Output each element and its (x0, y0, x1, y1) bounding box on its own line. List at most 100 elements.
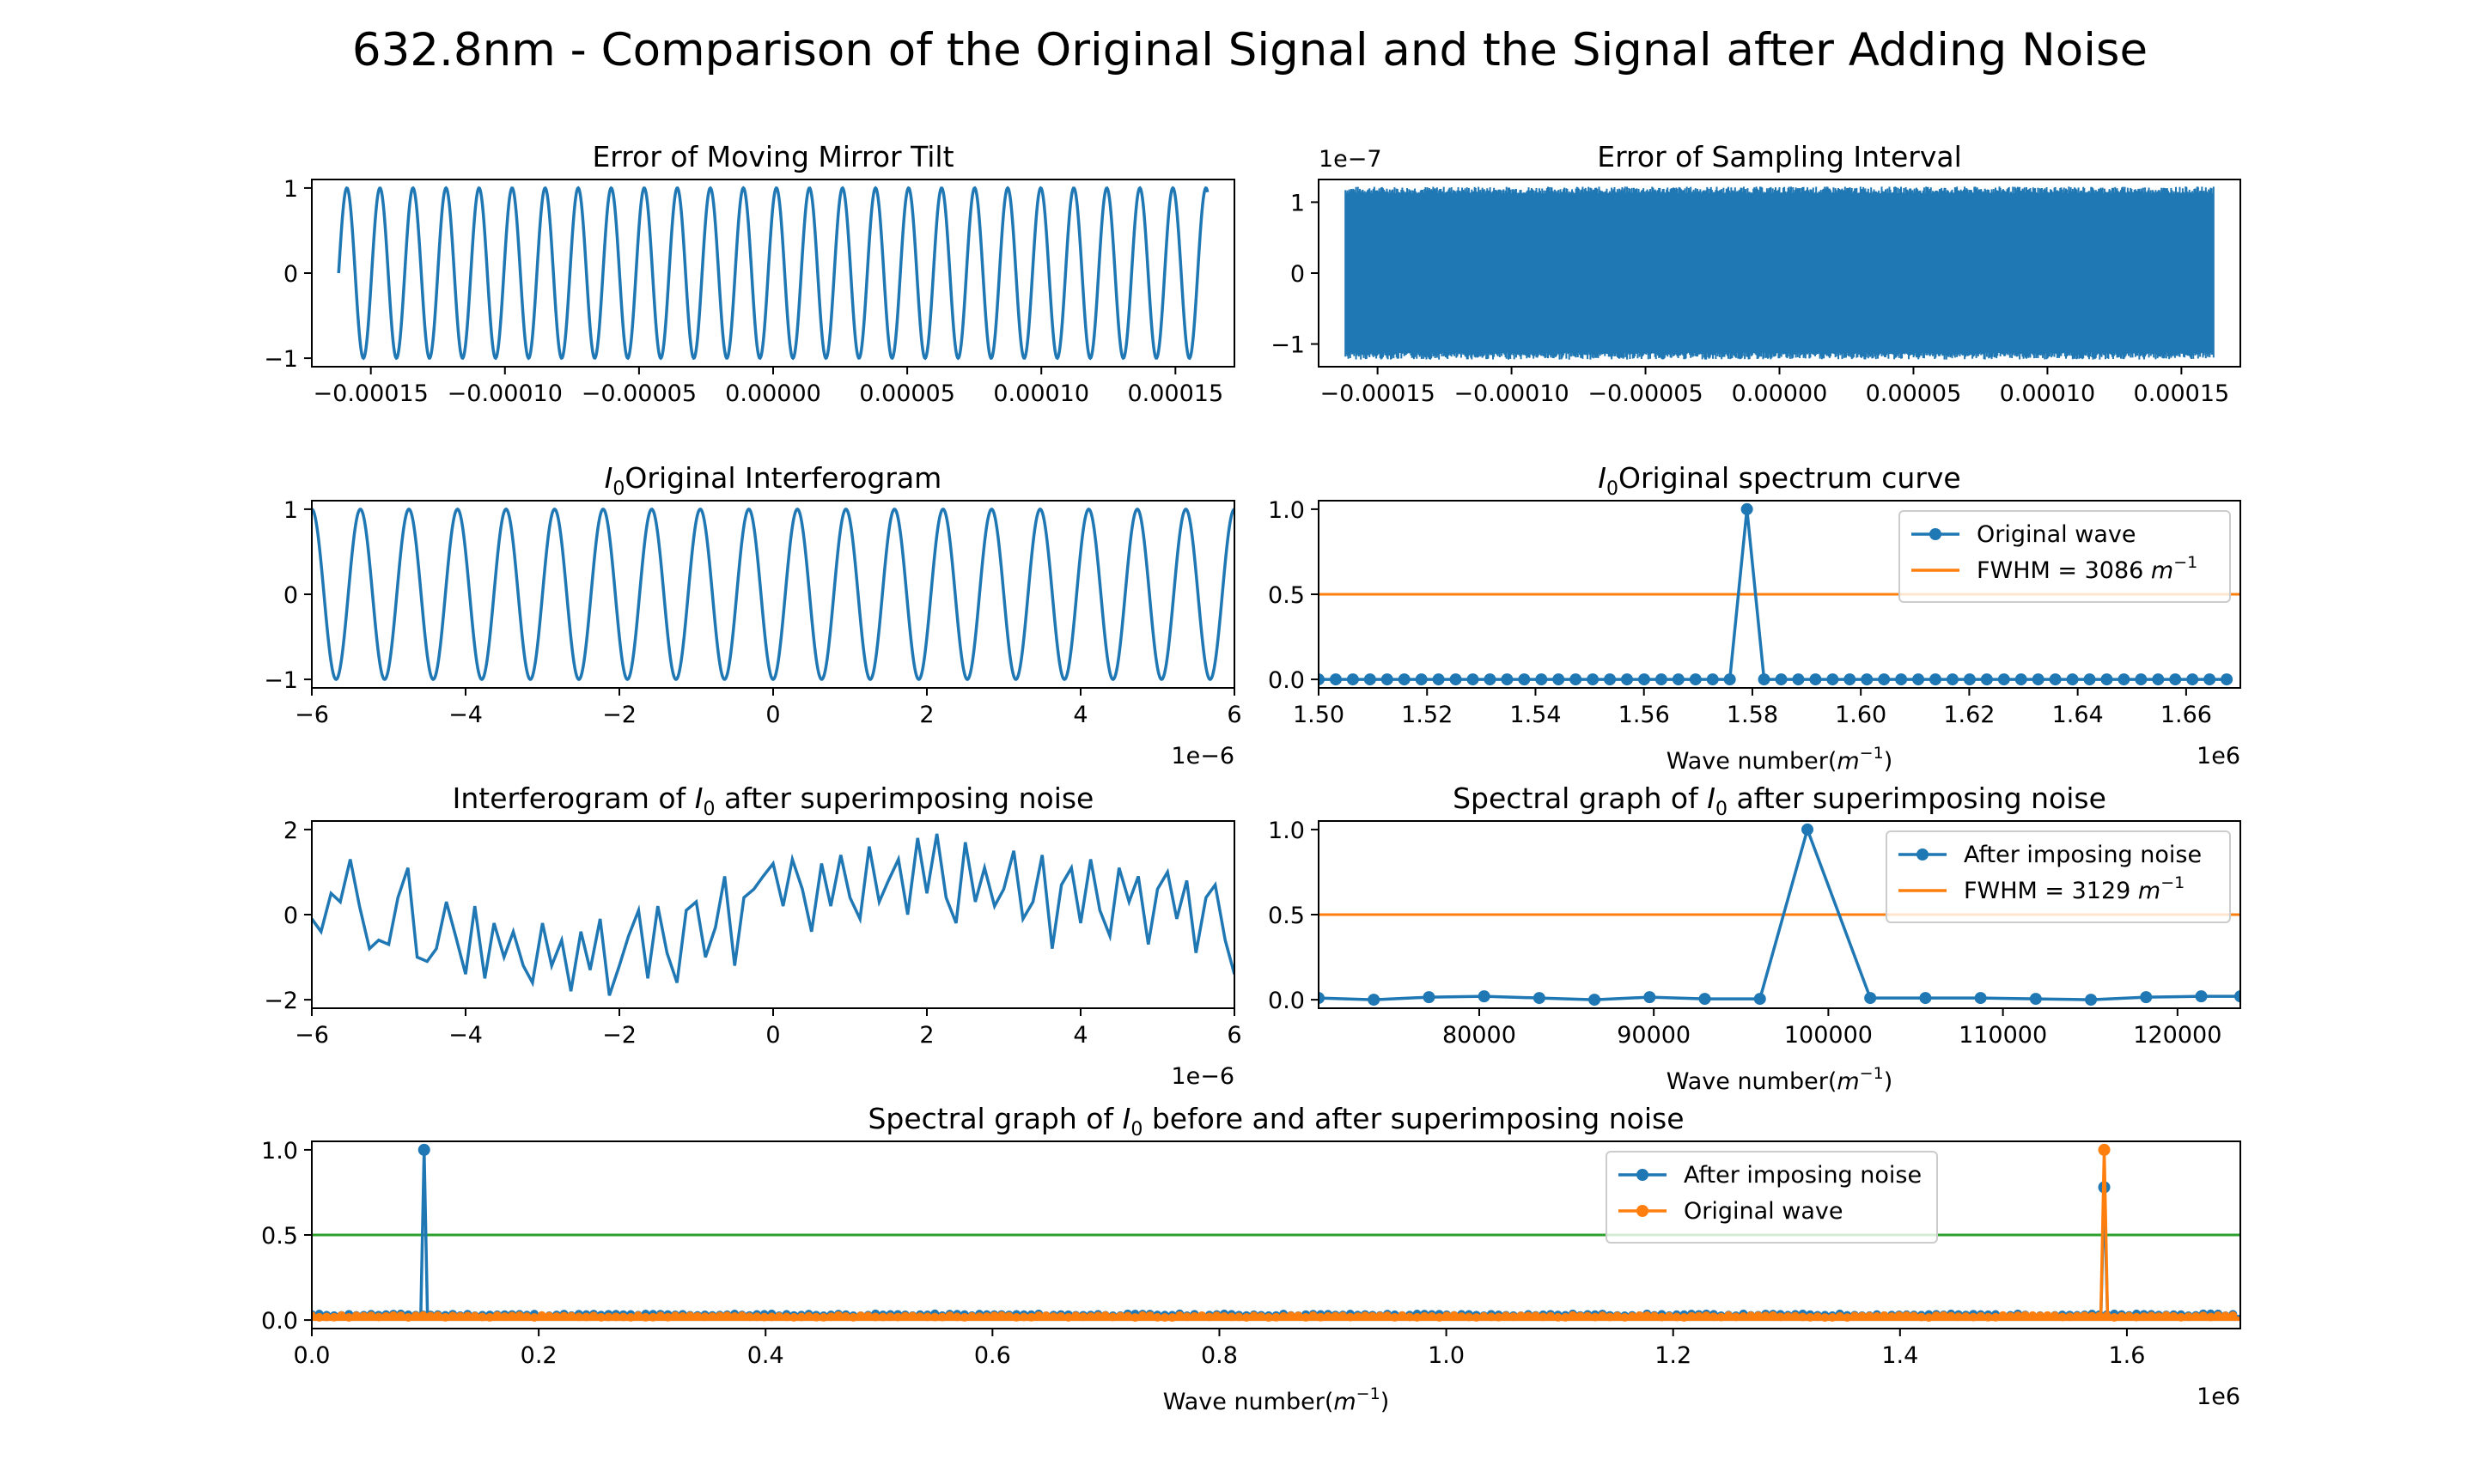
data-point (2169, 673, 2182, 686)
data-point (1423, 991, 1435, 1004)
legend-marker (1916, 848, 1929, 861)
data-point (1405, 1312, 1414, 1322)
data-point (990, 1311, 999, 1321)
data-point (1380, 673, 1393, 686)
data-point (337, 1311, 346, 1320)
data-point (1086, 1312, 1095, 1322)
data-point (1835, 1311, 1844, 1321)
data-point (1575, 1311, 1585, 1321)
data-point (1063, 1312, 1073, 1322)
data-point (1587, 673, 1600, 686)
x-tick-label: −0.00015 (1319, 380, 1435, 407)
data-point (1138, 1311, 1148, 1320)
legend-marker (1636, 1169, 1648, 1181)
y-tick-label: −1 (1271, 332, 1305, 359)
data-point (930, 1312, 940, 1322)
data-point (900, 1311, 910, 1321)
data-point (2154, 1312, 2164, 1322)
data-point (1864, 992, 1877, 1005)
data-point (2195, 990, 2208, 1003)
x-tick-label: 0.2 (521, 1342, 558, 1369)
data-point (567, 1311, 576, 1321)
data-point (708, 1312, 717, 1322)
data-point (1116, 1311, 1125, 1321)
series-line (312, 507, 1234, 682)
data-point (463, 1311, 472, 1321)
data-point (1739, 1312, 1748, 1322)
data-point (878, 1312, 887, 1322)
data-point (633, 1311, 643, 1321)
data-point (1398, 1311, 1407, 1320)
x-tick-label: −0.00010 (1453, 380, 1569, 407)
panel-title: Spectral graph of I0 after superimposing… (1453, 782, 2106, 820)
data-point (2028, 1311, 2038, 1320)
data-point (1604, 673, 1617, 686)
data-point (418, 1311, 428, 1320)
data-point (2176, 1312, 2185, 1322)
data-point (1916, 1312, 1926, 1322)
x-tick-label: 0.00005 (1866, 380, 1962, 407)
data-point (715, 1311, 724, 1321)
x-tick-label: 90000 (1617, 1022, 1691, 1049)
data-point (849, 1312, 858, 1322)
data-point (351, 1311, 361, 1321)
data-point (1702, 1311, 1711, 1321)
data-point (1479, 1311, 1489, 1321)
data-point (908, 1311, 917, 1321)
data-point (1108, 1312, 1118, 1322)
x-tick-label: 0.00010 (2000, 380, 2096, 407)
data-point (893, 1312, 903, 1322)
data-point (782, 1312, 791, 1322)
data-point (2221, 1311, 2230, 1321)
data-point (2140, 991, 2153, 1004)
data-point (2050, 1311, 2060, 1321)
data-point (612, 1312, 621, 1322)
data-point (737, 1311, 746, 1321)
data-point (411, 1311, 420, 1321)
data-point (2049, 673, 2062, 686)
data-point (1706, 673, 1719, 686)
x-tick-label: 1.6 (2108, 1342, 2145, 1369)
data-point (1643, 991, 1656, 1004)
x-tick-label: −4 (448, 702, 483, 728)
data-point (1494, 1312, 1503, 1322)
y-tick-label: 0 (283, 261, 298, 288)
data-point (1924, 1313, 1934, 1323)
x-tick-label: 1.56 (1618, 702, 1670, 728)
data-point (441, 1312, 450, 1322)
x-tick-label: 2 (919, 1022, 934, 1049)
series-line (1319, 824, 2240, 1001)
data-point (1286, 1311, 1295, 1321)
x-tick-label: 0 (765, 702, 780, 728)
x-tick-label: 2 (919, 702, 934, 728)
data-point (1561, 1312, 1570, 1322)
x-tick-label: 1.60 (1835, 702, 1886, 728)
x-tick-label: 0.00005 (859, 380, 955, 407)
data-point (1508, 1312, 1518, 1322)
y-tick-label: 0.0 (1268, 667, 1305, 694)
data-point (2085, 994, 2098, 1007)
data-point (1963, 673, 1976, 686)
y-tick-label: 2 (283, 818, 298, 844)
y-tick-label: 1.0 (1268, 497, 1305, 524)
data-point (344, 1312, 354, 1322)
legend-frame (1898, 510, 2231, 603)
data-point (1234, 1312, 1244, 1322)
x-offset-label: 1e−6 (1171, 1063, 1234, 1090)
data-point (1079, 1312, 1088, 1322)
data-point (2184, 1312, 2193, 1322)
data-point (671, 1311, 680, 1321)
x-tick-label: 0.00010 (993, 380, 1089, 407)
data-point (492, 1311, 502, 1320)
data-point (1902, 1311, 1911, 1320)
data-point (1415, 673, 1428, 686)
data-point (2135, 673, 2148, 686)
data-point (1301, 1312, 1311, 1322)
data-point (2228, 1311, 2238, 1321)
data-point (1442, 1311, 1452, 1321)
data-point (500, 1312, 509, 1322)
data-point (1983, 1312, 1993, 1322)
x-tick-label: 6 (1227, 1022, 1241, 1049)
data-point (960, 1312, 969, 1322)
